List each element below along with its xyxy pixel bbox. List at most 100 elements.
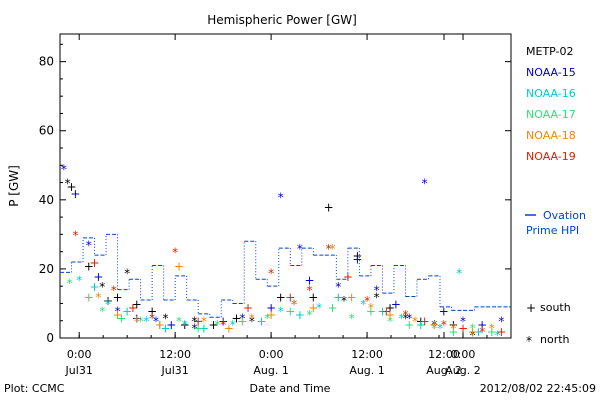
data-point-noaa-19: + bbox=[285, 291, 295, 305]
symbol-legend: + south * north bbox=[526, 301, 571, 348]
data-point-noaa-19: + bbox=[496, 325, 506, 339]
data-point-noaa-15: + bbox=[352, 253, 362, 267]
data-point-noaa-15: * bbox=[191, 322, 197, 336]
data-point-noaa-16: * bbox=[437, 322, 443, 336]
data-point-noaa-19: + bbox=[458, 322, 468, 336]
data-point-noaa-15: * bbox=[406, 311, 412, 325]
data-point-metp-02: * bbox=[291, 297, 297, 311]
x-tick-time-label: 0:00 bbox=[67, 348, 92, 361]
data-point-noaa-18: * bbox=[330, 242, 336, 256]
data-point-noaa-15: * bbox=[278, 190, 284, 204]
axes: 0 20 40 60 80 0:00 Jul31 12:00 Jul31 0:00 Aug. 1 12… bbox=[39, 34, 512, 377]
data-point-metp-02: + bbox=[416, 315, 426, 329]
data-point-noaa-17: * bbox=[349, 311, 355, 325]
south-label: south bbox=[540, 301, 571, 314]
data-point-noaa-18: + bbox=[155, 318, 165, 332]
data-point-noaa-18: * bbox=[134, 315, 140, 329]
data-point-noaa-15: + bbox=[166, 318, 176, 332]
data-point-noaa-16: * bbox=[76, 273, 82, 287]
data-point-noaa-17: + bbox=[366, 304, 376, 318]
data-point-noaa-19: * bbox=[402, 308, 408, 322]
data-point-noaa-17: * bbox=[138, 315, 144, 329]
data-point-noaa-17: * bbox=[431, 322, 437, 336]
y-tick-label: 40 bbox=[39, 193, 54, 207]
data-point-noaa-19: + bbox=[420, 315, 430, 329]
data-point-noaa-15: * bbox=[422, 177, 428, 191]
data-point-noaa-19: * bbox=[72, 228, 78, 242]
data-point-noaa-17: * bbox=[306, 308, 312, 322]
data-point-noaa-16: + bbox=[122, 304, 132, 318]
data-point-noaa-19: * bbox=[326, 242, 332, 256]
data-point-noaa-17: * bbox=[176, 315, 182, 329]
data-point-noaa-17: * bbox=[387, 315, 393, 329]
data-point-noaa-15: * bbox=[153, 315, 159, 329]
data-point-noaa-15: * bbox=[61, 163, 67, 177]
data-point-metp-02: * bbox=[374, 291, 380, 305]
x-tick-date-label: Aug. 1 bbox=[253, 364, 288, 377]
data-point-noaa-16: + bbox=[416, 318, 426, 332]
data-point-noaa-15: * bbox=[335, 280, 341, 294]
data-point-noaa-17: + bbox=[155, 318, 165, 332]
data-point-noaa-15: * bbox=[86, 239, 92, 253]
legend-entry: NOAA-19 bbox=[526, 150, 576, 163]
data-point-metp-02: * bbox=[341, 294, 347, 308]
data-point-noaa-17: * bbox=[67, 277, 73, 291]
data-point-noaa-17: * bbox=[470, 322, 476, 336]
data-point-noaa-17: + bbox=[285, 304, 295, 318]
data-point-metp-02: * bbox=[402, 311, 408, 325]
data-point-noaa-19: + bbox=[381, 304, 391, 318]
data-point-metp-02: * bbox=[124, 266, 130, 280]
ovation-prime-hpi-series bbox=[60, 233, 511, 318]
data-point-noaa-16: * bbox=[230, 318, 236, 332]
data-point-noaa-15: + bbox=[304, 273, 314, 287]
data-point-noaa-17: + bbox=[487, 325, 497, 339]
data-point-noaa-19: * bbox=[441, 318, 447, 332]
data-point-metp-02: + bbox=[113, 291, 123, 305]
data-point-noaa-19: + bbox=[243, 301, 253, 315]
data-point-noaa-18: * bbox=[412, 315, 418, 329]
data-point-metp-02: * bbox=[163, 311, 169, 325]
satellite-points: *++*+ +*+ + * + * + + *+ * ++*+*+* + * +**+*+* + * + * + *+… bbox=[61, 163, 507, 343]
data-point-noaa-18: + bbox=[347, 291, 357, 305]
data-point-noaa-18: * bbox=[291, 297, 297, 311]
data-point-noaa-15: * bbox=[374, 284, 380, 298]
data-point-noaa-16: * bbox=[143, 315, 149, 329]
x-tick-time-label: 12:00 bbox=[428, 348, 460, 361]
data-point-noaa-19: * bbox=[111, 284, 117, 298]
data-point-noaa-18: * bbox=[368, 301, 374, 315]
data-point-noaa-16: * bbox=[278, 304, 284, 318]
data-point-noaa-15: + bbox=[266, 301, 276, 315]
data-point-metp-02: + bbox=[132, 297, 142, 311]
data-point-noaa-15: * bbox=[498, 315, 504, 329]
data-point-noaa-18: + bbox=[308, 301, 318, 315]
plot-frame bbox=[59, 33, 512, 339]
legend: METP-02 NOAA-15 NOAA-16 NOAA-17 NOAA-18 NOAA-… bbox=[526, 45, 576, 163]
legend-entry: NOAA-16 bbox=[526, 87, 576, 100]
data-point-noaa-19: * bbox=[306, 284, 312, 298]
data-point-noaa-19: * bbox=[220, 318, 226, 332]
data-point-noaa-18: + bbox=[385, 308, 395, 322]
legend-entry: METP-02 bbox=[526, 45, 574, 58]
x-tick-date-label: Aug. 2 bbox=[426, 364, 461, 377]
y-tick-label: 60 bbox=[39, 124, 54, 138]
data-point-noaa-16: * bbox=[105, 297, 111, 311]
data-point-noaa-19: * bbox=[479, 325, 485, 339]
y-tick-label: 20 bbox=[39, 262, 54, 276]
south-symbol: + bbox=[526, 301, 536, 315]
y-tick-label: 80 bbox=[39, 55, 54, 69]
data-point-noaa-19: + bbox=[343, 270, 353, 284]
y-tick-label: 0 bbox=[46, 331, 54, 345]
data-point-noaa-15: * bbox=[239, 311, 245, 325]
ovation-legend: Ovation Prime HPI bbox=[525, 209, 586, 237]
chart-title: Hemispheric Power [GW] bbox=[207, 13, 357, 27]
data-point-metp-02: * bbox=[65, 177, 71, 191]
legend-entry: NOAA-17 bbox=[526, 108, 576, 121]
x-axis-label: Date and Time bbox=[250, 382, 331, 395]
data-point-noaa-15: * bbox=[115, 304, 121, 318]
data-point-metp-02: + bbox=[84, 259, 94, 273]
data-point-noaa-15: + bbox=[391, 297, 401, 311]
y-axis-label: P [GW] bbox=[7, 165, 21, 207]
data-point-noaa-15: * bbox=[460, 315, 466, 329]
data-point-noaa-16: * bbox=[495, 329, 501, 343]
x-tick-date-label: Jul31 bbox=[65, 364, 93, 377]
